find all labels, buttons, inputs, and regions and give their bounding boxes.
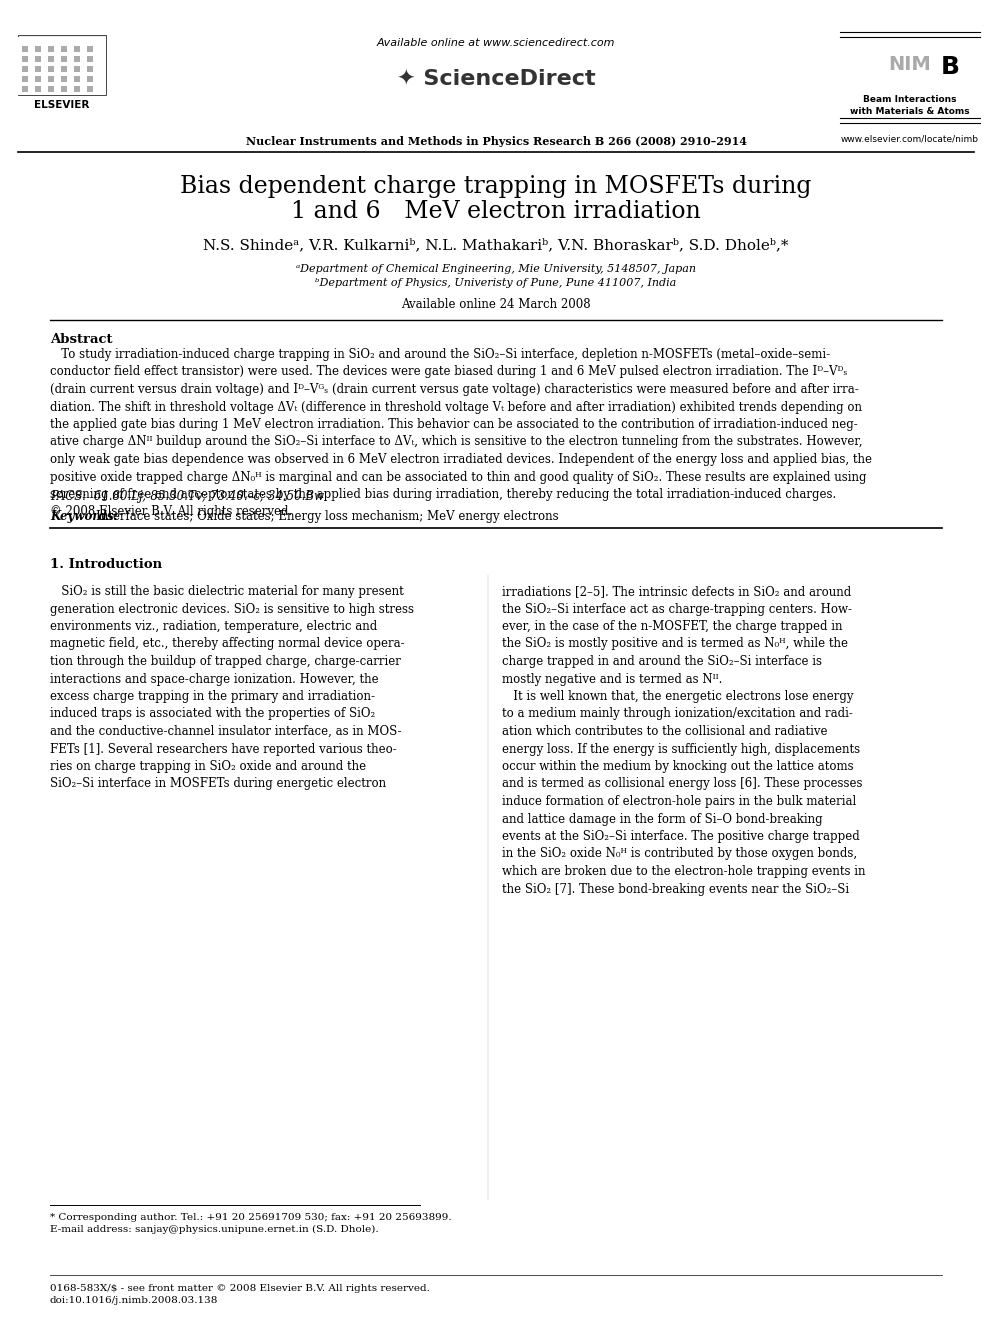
Bar [35, 56, 41, 62]
Bar [48, 46, 54, 52]
Bar [87, 75, 93, 82]
Text: Interface states; Oxide states; Energy loss mechanism; MeV energy electrons: Interface states; Oxide states; Energy l… [96, 509, 558, 523]
Bar [35, 66, 41, 71]
Bar [61, 56, 67, 62]
Bar [87, 66, 93, 71]
Text: PACS:  61.80.Lj; 85.30.Tv; 73.40.–c; 34.50.Bw: PACS: 61.80.Lj; 85.30.Tv; 73.40.–c; 34.5… [50, 490, 324, 503]
Text: ELSEVIER: ELSEVIER [35, 101, 89, 110]
Text: To study irradiation-induced charge trapping in SiO₂ and around the SiO₂–Si inte: To study irradiation-induced charge trap… [50, 348, 872, 519]
Text: Available online at www.sciencedirect.com: Available online at www.sciencedirect.co… [377, 38, 615, 48]
Text: 1 and 6  MeV electron irradiation: 1 and 6 MeV electron irradiation [291, 200, 701, 224]
Text: ᵃDepartment of Chemical Engineering, Mie University, 5148507, Japan: ᵃDepartment of Chemical Engineering, Mie… [296, 265, 696, 274]
Text: 0168-583X/$ - see front matter © 2008 Elsevier B.V. All rights reserved.: 0168-583X/$ - see front matter © 2008 El… [50, 1285, 430, 1293]
Bar [48, 75, 54, 82]
Text: Keywords:: Keywords: [50, 509, 126, 523]
Bar [35, 46, 41, 52]
Text: Beam Interactions: Beam Interactions [863, 95, 956, 105]
Text: N.S. Shindeᵃ, V.R. Kulkarniᵇ, N.L. Mathakariᵇ, V.N. Bhoraskarᵇ, S.D. Dholeᵇ,*: N.S. Shindeᵃ, V.R. Kulkarniᵇ, N.L. Matha… [203, 238, 789, 251]
Bar [61, 46, 67, 52]
Bar [48, 86, 54, 93]
Text: E-mail address: sanjay@physics.unipune.ernet.in (S.D. Dhole).: E-mail address: sanjay@physics.unipune.e… [50, 1225, 379, 1234]
Text: 1. Introduction: 1. Introduction [50, 558, 162, 572]
Bar [74, 46, 80, 52]
Bar [61, 66, 67, 71]
Bar [74, 75, 80, 82]
Text: Available online 24 March 2008: Available online 24 March 2008 [401, 298, 591, 311]
Bar [18, 34, 106, 95]
Text: ELSEVIER: ELSEVIER [28, 60, 96, 73]
Bar [35, 86, 41, 93]
Text: NIM: NIM [889, 56, 931, 74]
Text: ELSEVIER
LOGO: ELSEVIER LOGO [46, 58, 78, 71]
Bar [22, 86, 28, 93]
Bar [35, 75, 41, 82]
Text: SiO₂ is still the basic dielectric material for many present
generation electron: SiO₂ is still the basic dielectric mater… [50, 585, 414, 791]
Bar [48, 56, 54, 62]
Text: Abstract: Abstract [50, 333, 112, 347]
Bar [74, 56, 80, 62]
Text: B: B [940, 56, 959, 79]
Bar [87, 86, 93, 93]
Bar [48, 66, 54, 71]
Bar [87, 46, 93, 52]
Bar [61, 75, 67, 82]
Bar [18, 37, 106, 95]
Bar [22, 75, 28, 82]
Bar [22, 56, 28, 62]
Bar [87, 56, 93, 62]
Text: www.elsevier.com/locate/nimb: www.elsevier.com/locate/nimb [841, 134, 979, 143]
Text: irradiations [2–5]. The intrinsic defects in SiO₂ and around
the SiO₂–Si interfa: irradiations [2–5]. The intrinsic defect… [502, 585, 865, 896]
Bar [74, 86, 80, 93]
Text: Nuclear Instruments and Methods in Physics Research B 266 (2008) 2910–2914: Nuclear Instruments and Methods in Physi… [245, 136, 747, 147]
Bar [74, 66, 80, 71]
Text: * Corresponding author. Tel.: +91 20 25691709 530; fax: +91 20 25693899.: * Corresponding author. Tel.: +91 20 256… [50, 1213, 451, 1222]
Text: ✦ ScienceDirect: ✦ ScienceDirect [397, 70, 595, 90]
Text: doi:10.1016/j.nimb.2008.03.138: doi:10.1016/j.nimb.2008.03.138 [50, 1297, 218, 1304]
Bar [22, 46, 28, 52]
Text: Bias dependent charge trapping in MOSFETs during: Bias dependent charge trapping in MOSFET… [181, 175, 811, 198]
Bar [22, 66, 28, 71]
Text: ᵇDepartment of Physics, Univeristy of Pune, Pune 411007, India: ᵇDepartment of Physics, Univeristy of Pu… [315, 278, 677, 288]
Text: with Materials & Atoms: with Materials & Atoms [850, 107, 970, 116]
Bar [61, 86, 67, 93]
